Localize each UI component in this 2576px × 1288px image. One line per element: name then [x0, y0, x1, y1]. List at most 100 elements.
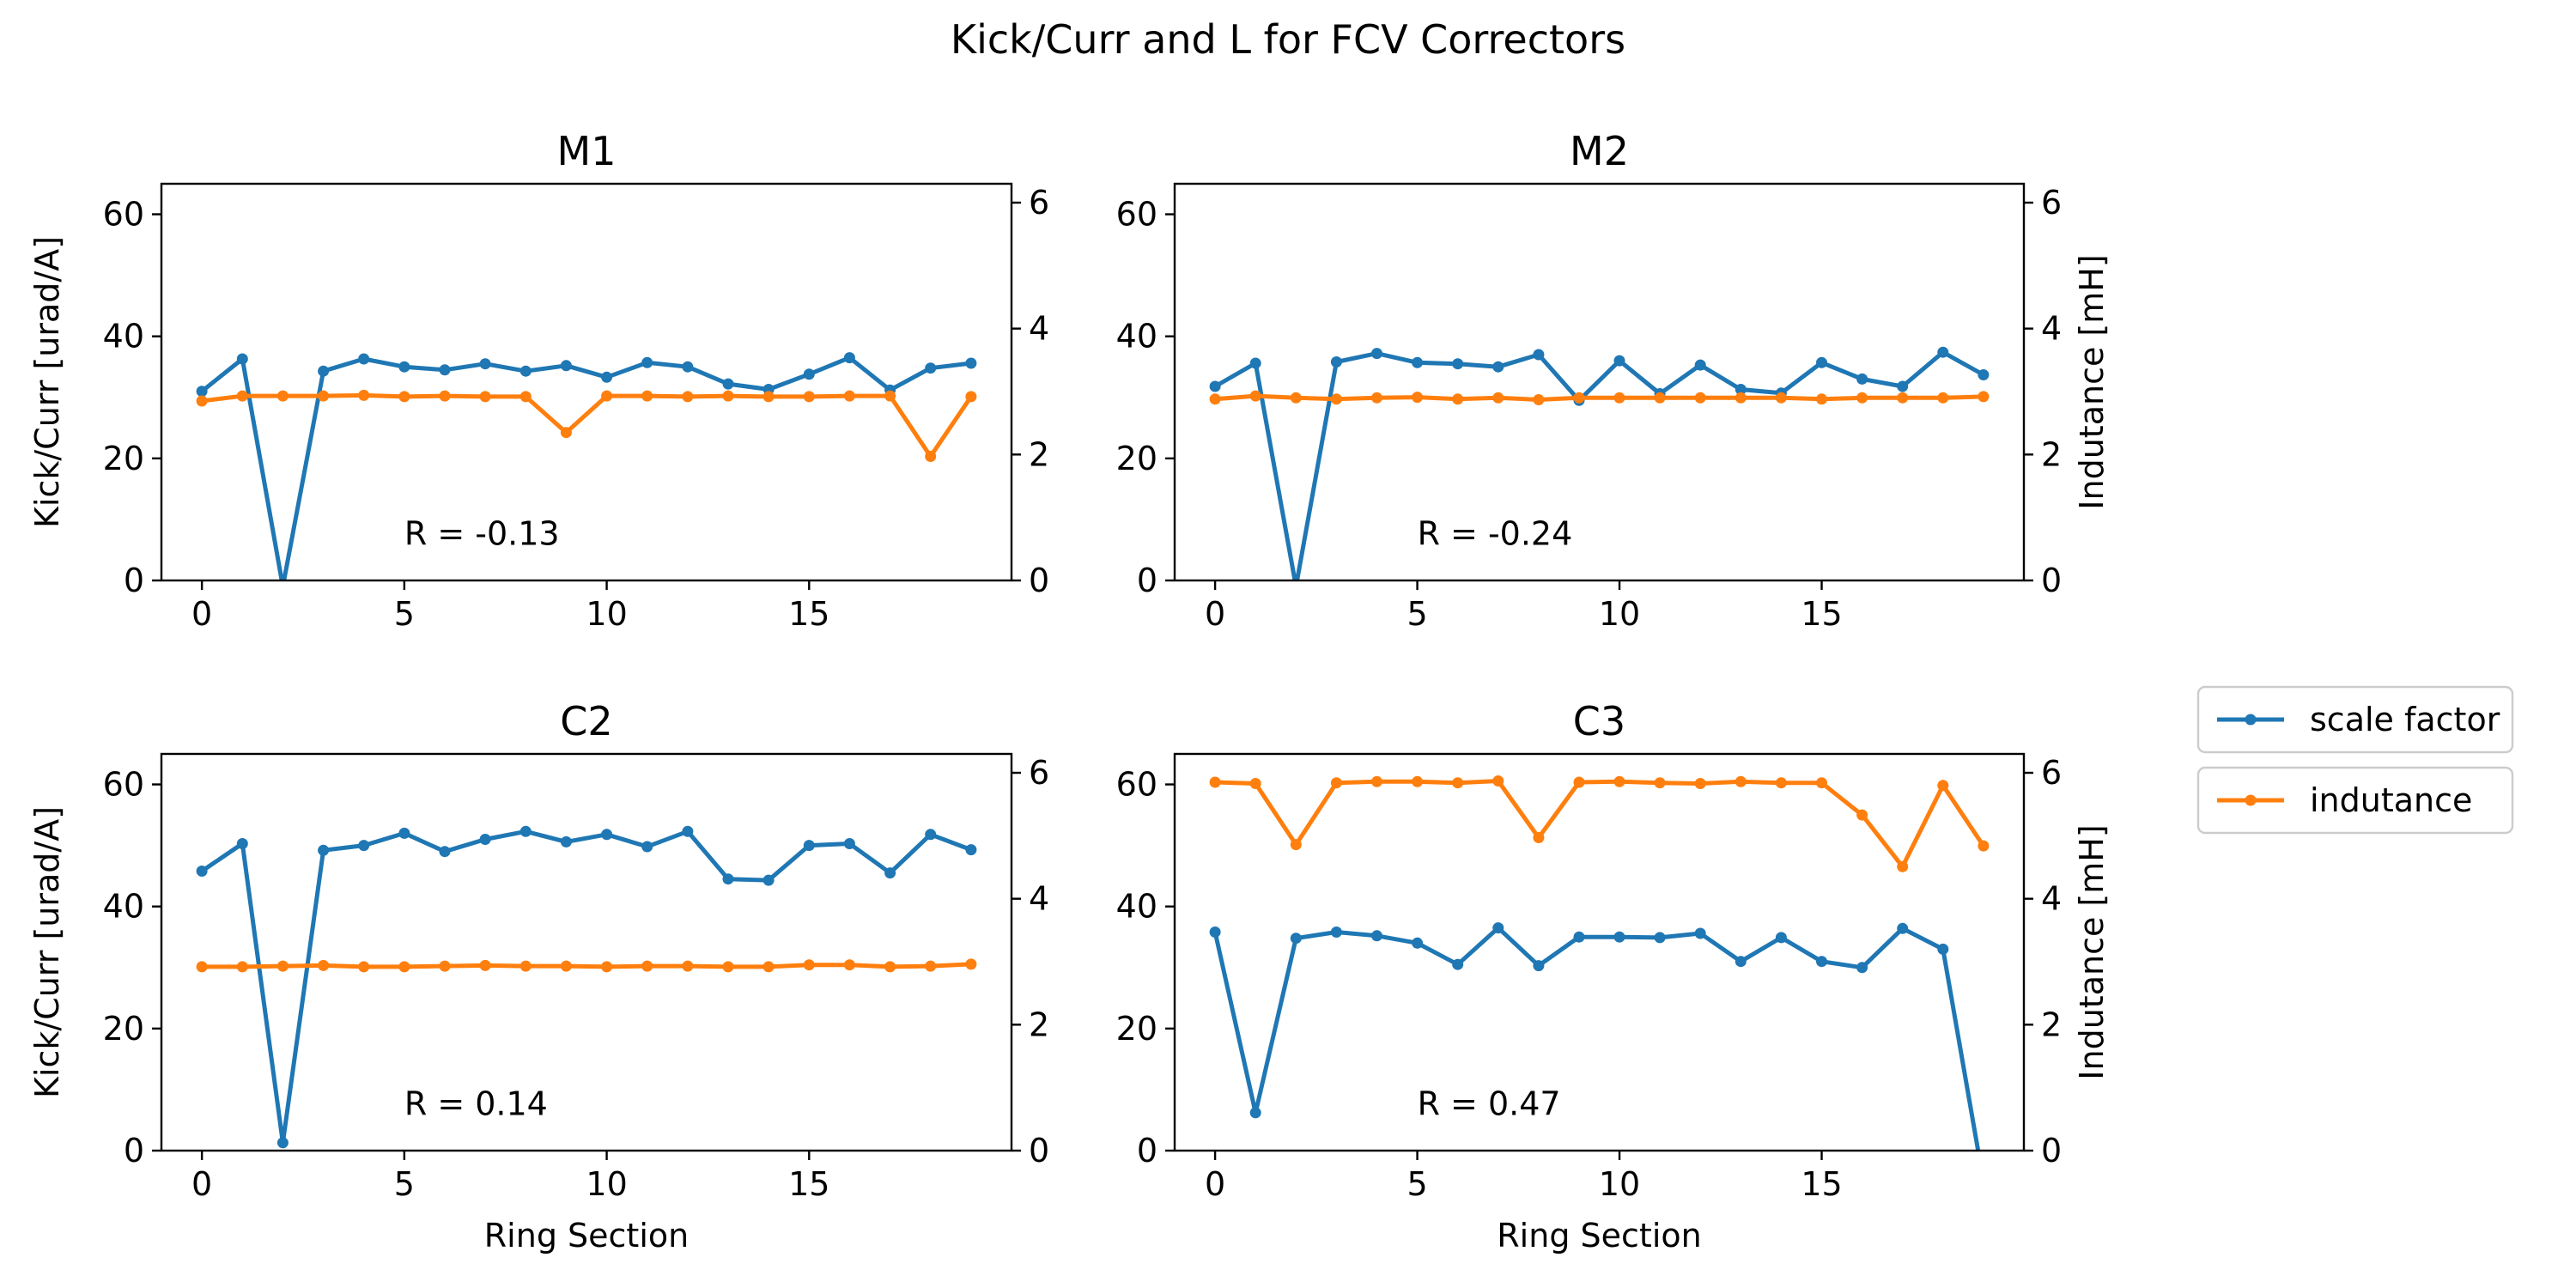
data-point [925, 829, 937, 841]
correlation-annotation: R = -0.13 [404, 514, 560, 552]
data-point [398, 361, 410, 373]
y-right-tick-label: 4 [2041, 880, 2062, 918]
data-point [1613, 775, 1625, 787]
data-point [843, 352, 855, 364]
data-point [1492, 922, 1504, 934]
panel-title: C2 [560, 698, 612, 744]
data-point [1533, 349, 1545, 361]
data-point [1412, 937, 1424, 949]
data-point [236, 353, 248, 365]
data-point [1694, 927, 1706, 939]
data-point [236, 838, 248, 849]
data-point [762, 961, 775, 973]
y-tick-label: 20 [1116, 440, 1157, 477]
data-point [1856, 809, 1868, 821]
data-point [1249, 357, 1261, 369]
y-right-tick-label: 2 [1029, 1005, 1049, 1043]
data-point [803, 368, 815, 380]
y-right-tick-label: 2 [2041, 1005, 2062, 1043]
data-point [1775, 932, 1787, 944]
data-point [1816, 393, 1827, 405]
correlation-annotation: R = -0.24 [1418, 514, 1573, 552]
data-point [1330, 356, 1342, 368]
data-point [439, 846, 451, 858]
data-point [925, 362, 937, 374]
data-point [1856, 962, 1868, 974]
data-point [479, 834, 491, 845]
x-tick-label: 10 [1599, 595, 1640, 633]
y-tick-label: 20 [103, 1010, 144, 1048]
y-tick-label: 20 [1116, 1010, 1157, 1048]
data-point [1694, 778, 1706, 789]
data-point [1290, 839, 1302, 851]
data-point [722, 390, 734, 402]
data-point [519, 960, 532, 972]
x-tick-label: 15 [1801, 595, 1842, 633]
y-tick-label: 20 [103, 440, 144, 477]
data-point [560, 427, 572, 439]
data-point [1412, 392, 1424, 404]
y-tick-label: 0 [1137, 1132, 1157, 1170]
data-point [1209, 776, 1221, 788]
data-point [884, 961, 896, 973]
y-right-tick-label: 6 [2041, 184, 2062, 222]
data-point [641, 960, 653, 972]
series-layer [196, 352, 977, 580]
y-right-tick-label: 6 [2041, 754, 2062, 792]
data-point [1978, 391, 1990, 403]
data-point [601, 961, 613, 973]
data-point [560, 960, 572, 972]
y-tick-label: 40 [1116, 318, 1157, 355]
y-right-tick-label: 2 [1029, 435, 1049, 473]
data-point [803, 959, 815, 971]
data-point [358, 353, 370, 365]
data-point [884, 867, 896, 879]
data-point [1290, 392, 1302, 404]
data-point [1937, 392, 1949, 404]
series-line-scale-factor [200, 829, 972, 1145]
data-point [1654, 932, 1666, 944]
data-point [439, 960, 451, 972]
data-point [318, 365, 330, 377]
data-point [965, 958, 977, 970]
data-point [1573, 392, 1585, 404]
data-point [1694, 392, 1706, 404]
y-tick-label: 40 [1116, 888, 1157, 926]
data-point [1249, 390, 1261, 402]
legend-label: indutance [2310, 781, 2472, 819]
x-axis-label: Ring Section [1497, 1217, 1701, 1255]
x-tick-label: 10 [586, 595, 627, 633]
data-point [479, 358, 491, 370]
data-point [1371, 392, 1382, 404]
data-point [965, 844, 977, 856]
data-point [722, 961, 734, 973]
data-point [196, 395, 208, 407]
data-point [1452, 358, 1464, 370]
data-point [1492, 775, 1504, 787]
panel-0: 0 5 10 15 0 20 40 60 0 2 4 6 M1 Kick/Curr [urad/A] R =… [28, 128, 1049, 633]
data-point [1978, 369, 1990, 380]
data-point [196, 961, 208, 973]
y-right-tick-label: 0 [1029, 1132, 1049, 1170]
axes-frame [160, 182, 1013, 582]
data-point [1897, 860, 1909, 872]
data-point [1978, 840, 1990, 852]
data-point [358, 389, 370, 401]
y-right-tick-label: 4 [2041, 310, 2062, 348]
x-tick-label: 5 [1406, 1165, 1427, 1203]
data-point [1291, 581, 1302, 592]
data-point [641, 390, 653, 402]
y-right-tick-label: 0 [1029, 562, 1049, 599]
y-axis-label: Kick/Curr [urad/A] [28, 236, 66, 528]
y-right-tick-label: 6 [1029, 754, 1049, 792]
data-point [925, 960, 937, 972]
data-point [1937, 780, 1949, 792]
data-point [884, 390, 896, 402]
data-point [398, 827, 410, 839]
data-point [1816, 356, 1827, 368]
data-point [1978, 1176, 1989, 1187]
data-point [439, 390, 451, 402]
data-point [318, 390, 330, 402]
data-point [601, 371, 613, 383]
data-point [276, 390, 289, 402]
